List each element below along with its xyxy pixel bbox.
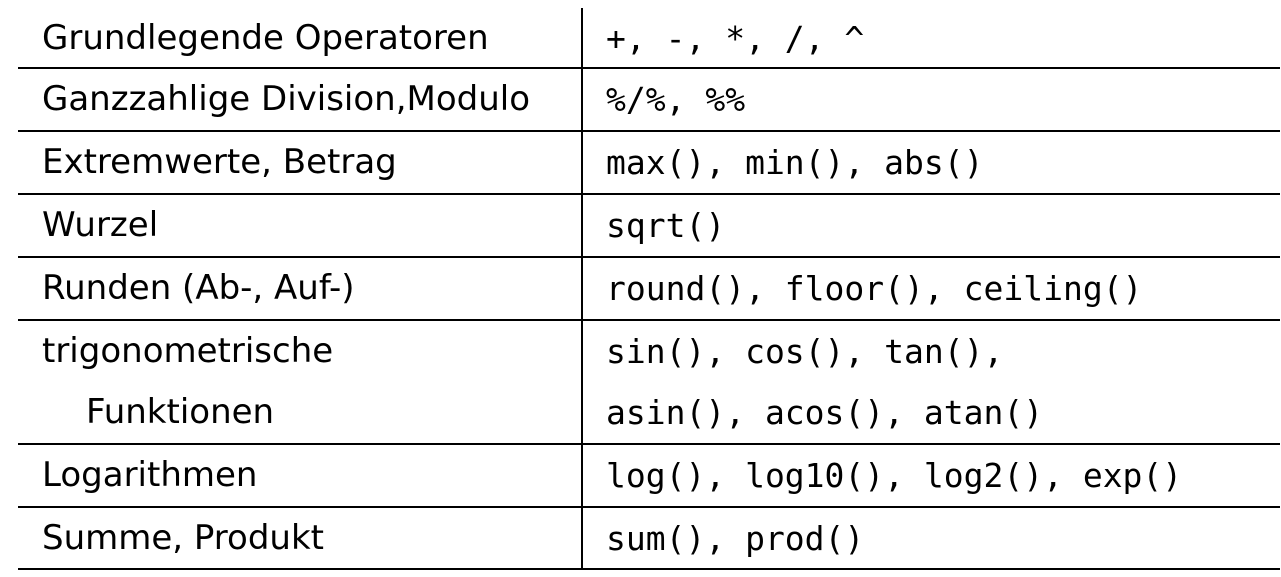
table-row: Extremwerte, Betrag max(), min(), abs() (18, 132, 1280, 195)
row-label-line1: trigonometrische (42, 331, 334, 371)
row-functions-line1: sin(), cos(), tan(), (606, 332, 1004, 371)
table-row: Grundlegende Operatoren +, -, *, /, ^ (18, 8, 1280, 69)
row-functions: round(), floor(), ceiling() (606, 269, 1143, 308)
row-functions: sum(), prod() (606, 519, 865, 558)
row-functions-line2: asin(), acos(), atan() (606, 393, 1044, 432)
row-functions: +, -, *, /, ^ (606, 19, 865, 58)
row-functions: sqrt() (606, 206, 726, 245)
table-row: Wurzel sqrt() (18, 195, 1280, 258)
row-label: Extremwerte, Betrag (42, 142, 397, 182)
function-table: Grundlegende Operatoren +, -, *, /, ^ Ga… (18, 8, 1280, 570)
table-row: Ganzzahlige Division,Modulo %/%, %% (18, 69, 1280, 132)
row-functions: log(), log10(), log2(), exp() (606, 456, 1183, 495)
row-label: Summe, Produkt (42, 518, 324, 558)
row-label: Runden (Ab-, Auf-) (42, 268, 355, 308)
table-row: Summe, Produkt sum(), prod() (18, 508, 1280, 570)
table-row: Logarithmen log(), log10(), log2(), exp(… (18, 445, 1280, 508)
row-functions: max(), min(), abs() (606, 143, 984, 182)
table-row: Runden (Ab-, Auf-) round(), floor(), cei… (18, 258, 1280, 321)
row-label: Ganzzahlige Division,Modulo (42, 79, 531, 119)
row-functions: %/%, %% (606, 80, 746, 119)
row-label-line2: Funktionen (86, 392, 275, 432)
row-label: Wurzel (42, 205, 159, 245)
row-label: Logarithmen (42, 455, 258, 495)
row-label: Grundlegende Operatoren (42, 18, 489, 58)
column-divider (581, 8, 583, 570)
table-row: trigonometrische Funktionen sin(), cos()… (18, 321, 1280, 445)
